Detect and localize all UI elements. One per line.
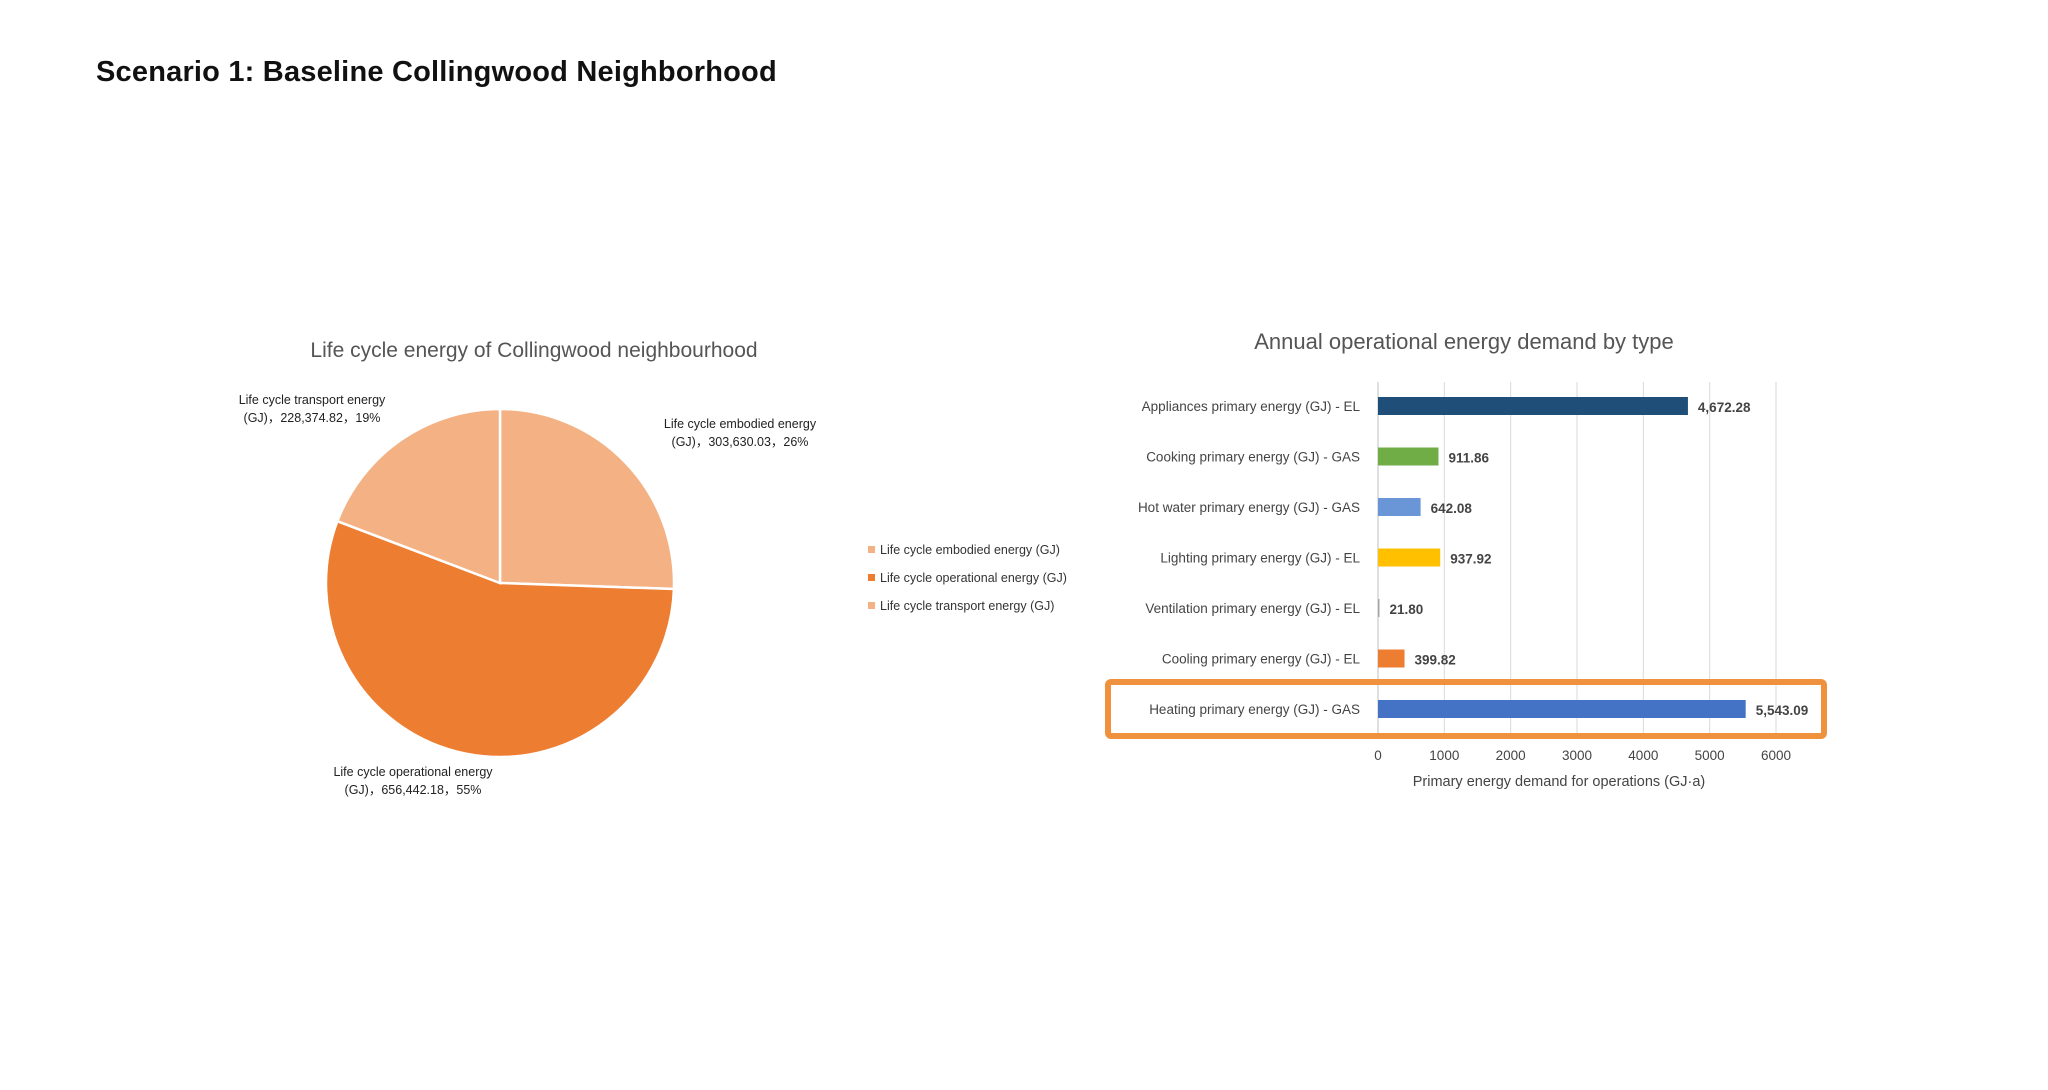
value-label-5: 21.80: [1390, 602, 1424, 617]
bar-3: [1378, 498, 1421, 516]
value-label-3: 642.08: [1431, 501, 1473, 516]
value-label-6: 399.82: [1415, 653, 1456, 668]
value-label-4: 937.92: [1450, 552, 1491, 567]
x-tick-label-1000: 1000: [1429, 748, 1459, 763]
category-label-3: Hot water primary energy (GJ) - GAS: [1138, 500, 1360, 515]
bar-category-labels: Appliances primary energy (GJ) - EL Cooki…: [1138, 399, 1361, 717]
pie-legend-swatch-1: [868, 546, 875, 553]
highlight-box: [1105, 679, 1827, 739]
bar-gridlines: [1377, 382, 1777, 735]
value-label-7: 5,543.09: [1756, 703, 1809, 718]
highlight-box-group: [1105, 679, 1827, 739]
pie-labels: Life cycle embodied energy (GJ)，303,630.0…: [239, 393, 817, 797]
pie-legend: Life cycle embodied energy (GJ) Life cycl…: [868, 543, 1067, 613]
pie-slice-1: [498, 407, 676, 591]
x-tick-label-6000: 6000: [1761, 748, 1791, 763]
category-label-2: Cooking primary energy (GJ) - GAS: [1146, 450, 1360, 465]
value-label-2: 911.86: [1448, 451, 1489, 466]
x-tick-label-3000: 3000: [1562, 748, 1592, 763]
bar-2: [1378, 447, 1439, 466]
pie-slice-label-3-line-1: Life cycle transport energy: [239, 393, 386, 407]
pie-legend-label-3: Life cycle transport energy (GJ): [880, 599, 1054, 613]
bar-chart: Annual operational energy demand by type…: [1105, 329, 1827, 790]
pie-legend-label-2: Life cycle operational energy (GJ): [880, 571, 1067, 585]
category-label-1: Appliances primary energy (GJ) - EL: [1142, 399, 1361, 414]
pie-slices: [324, 407, 676, 759]
category-label-4: Lighting primary energy (GJ) - EL: [1160, 551, 1360, 566]
page-title: Scenario 1: Baseline Collingwood Neighbo…: [96, 56, 777, 88]
pie-slice-label-2-line-1: Life cycle operational energy: [333, 765, 493, 779]
category-label-7: Heating primary energy (GJ) - GAS: [1149, 702, 1360, 717]
pie-slice-3: [335, 407, 502, 585]
pie-slice-2: [324, 519, 676, 759]
x-tick-label-2000: 2000: [1496, 748, 1526, 763]
bar-1: [1378, 397, 1688, 415]
pie-legend-swatch-3: [868, 602, 875, 609]
x-tick-label-0: 0: [1374, 748, 1382, 763]
bar-6: [1378, 649, 1405, 668]
bar-7: [1378, 700, 1746, 718]
bar-5: [1378, 599, 1380, 617]
x-tick-label-5000: 5000: [1695, 748, 1725, 763]
category-label-6: Cooling primary energy (GJ) - EL: [1162, 652, 1361, 667]
pie-chart: Life cycle energy of Collingwood neighbo…: [239, 339, 1067, 797]
bar-x-axis-title: Primary energy demand for operations (GJ…: [1413, 774, 1706, 790]
bar-value-labels: 4,672.28 911.86 642.08 937.92 21.80 399.82 5,5…: [1390, 400, 1809, 718]
pie-slice-label-3-line-2: (GJ)，228,374.82，19%: [244, 411, 381, 425]
pie-slice-label-1-line-1: Life cycle embodied energy: [664, 417, 817, 431]
bar-4: [1378, 548, 1441, 567]
category-label-5: Ventilation primary energy (GJ) - EL: [1145, 601, 1360, 616]
bar-series: [1378, 397, 1746, 718]
pie-chart-title: Life cycle energy of Collingwood neighbo…: [310, 339, 757, 362]
bar-x-ticks: 0 1000 2000 3000 4000 5000 6000: [1374, 748, 1791, 763]
x-tick-label-4000: 4000: [1628, 748, 1658, 763]
pie-legend-swatch-2: [868, 574, 875, 581]
pie-slice-label-1-line-2: (GJ)，303,630.03，26%: [672, 435, 809, 449]
bar-chart-title: Annual operational energy demand by type: [1254, 329, 1674, 354]
value-label-1: 4,672.28: [1698, 400, 1751, 415]
pie-legend-label-1: Life cycle embodied energy (GJ): [880, 543, 1060, 557]
pie-slice-label-2-line-2: (GJ)，656,442.18，55%: [345, 783, 482, 797]
